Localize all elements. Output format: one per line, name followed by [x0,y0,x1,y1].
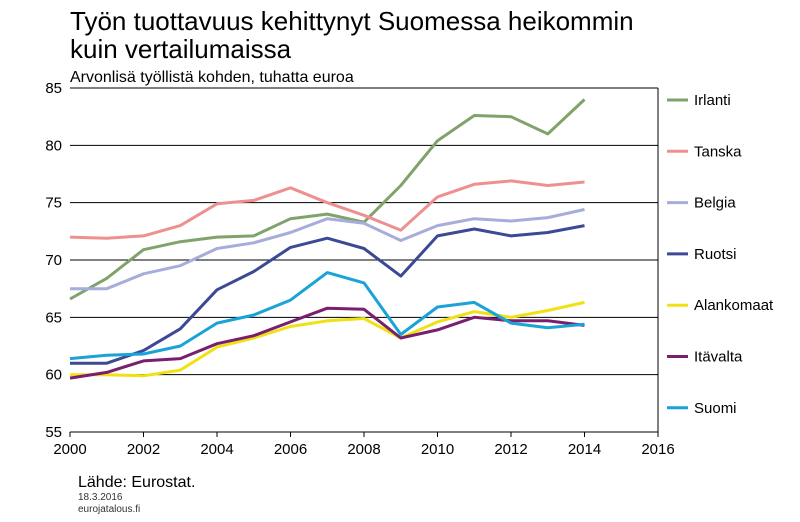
x-tick-label: 2016 [641,441,674,458]
series-line-ruotsi [70,224,585,365]
x-tick-label: 2000 [53,441,86,458]
legend-label-it-valta: Itävalta [694,349,743,366]
legend-label-ruotsi: Ruotsi [694,246,737,263]
x-tick-label: 2002 [127,441,160,458]
x-axis-ticks: 2000 2002 2004 2006 2008 2010 2012 2014 2016 [53,432,675,458]
grid-lines [70,87,659,433]
series-line-alankomaat [70,300,585,378]
y-tick-label: 85 [45,80,62,97]
x-tick-label: 2008 [347,441,380,458]
legend-label-belgia: Belgia [694,195,736,212]
chart-title-line-1: Työn tuottavuus kehittynyt Suomessa heik… [70,6,634,36]
series-line-belgia [70,208,585,291]
y-tick-label: 80 [45,137,62,154]
chart-title-line-2: kuin vertailumaissa [70,34,292,64]
x-tick-label: 2004 [200,441,233,458]
series-line-it-valta [69,306,585,380]
x-tick-label: 2006 [274,441,307,458]
y-tick-label: 75 [45,195,62,212]
source-note: Lähde: Eurostat. [78,474,195,491]
x-tick-label: 2012 [494,441,527,458]
series-lines [69,98,586,380]
series-line-tanska [69,179,585,240]
y-axis-ticks: 55 60 65 70 75 80 85 [45,80,62,441]
chart-subtitle: Arvonlisä työllistä kohden, tuhatta euro… [70,69,354,86]
legend: Irlanti Tanska Belgia Ruotsi Alankomaat Itäva… [667,92,774,417]
x-tick-label: 2010 [421,441,454,458]
series-line-irlanti [69,98,586,301]
legend-label-irlanti: Irlanti [694,92,731,109]
y-tick-label: 60 [45,367,62,384]
series-line-suomi [69,271,585,361]
legend-label-tanska: Tanska [694,143,742,160]
legend-label-suomi: Suomi [694,400,737,417]
legend-label-alankomaat: Alankomaat [694,297,774,314]
y-tick-label: 70 [45,252,62,269]
site-name: eurojatalous.fi [78,504,140,515]
x-tick-label: 2014 [568,441,601,458]
publication-date: 18.3.2016 [78,492,123,503]
y-tick-label: 65 [45,309,62,326]
y-tick-label: 55 [45,424,62,441]
